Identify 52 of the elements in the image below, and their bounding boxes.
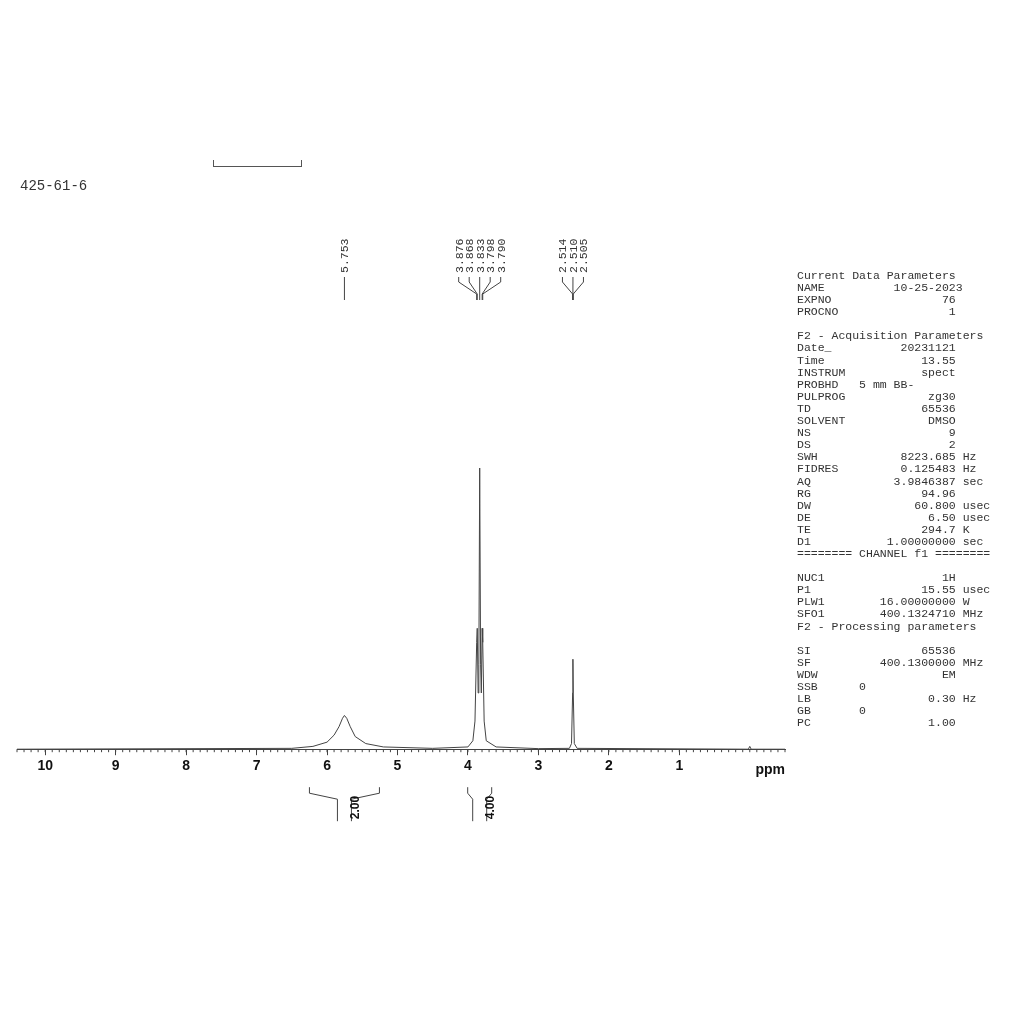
text: NUC1 1H [797,571,957,585]
text: F2 - Processing parameters [797,619,978,633]
text: DW 60.800 usec [797,498,991,512]
text: Current Data Parameters [797,269,957,283]
x-tick-label: 2 [604,757,613,774]
x-tick-label: 3 [534,757,543,774]
text: SOLVENT DMSO [797,414,957,428]
text: 4.00 [483,795,498,820]
x-tick-label: 5 [393,757,402,774]
text: P1 15.55 usec [797,583,991,597]
x-axis-title: ppm [755,761,785,778]
text: SSB 0 [797,679,867,693]
x-tick-label: 8 [182,757,191,774]
text: WDW EM [797,667,957,681]
text: D1 1.00000000 sec [797,534,985,549]
text: INSTRUM spect [797,365,957,379]
text: NAME 10-25-2023 [797,281,964,295]
text: EXPNO 76 [797,293,957,307]
text: RG 94.96 [797,486,957,500]
text: GB 0 [797,704,867,718]
text: NS 9 [797,426,957,440]
text: F2 - Acquisition Parameters [797,329,985,343]
x-tick-label: 9 [111,757,120,774]
text: DS 2 [797,438,957,452]
text: TD 65536 [797,401,957,416]
text: PROCNO 1 [797,305,957,319]
text: 2.00 [347,795,362,820]
text: AQ 3.9846387 sec [797,474,985,488]
text: LB 0.30 Hz [797,692,978,706]
text: PROBHD 5 mm BB- [797,377,916,391]
text: PULPROG zg30 [797,389,957,403]
text: PC 1.00 [797,716,957,730]
chart-title: 425-61-6 [20,178,88,194]
text: SWH 8223.685 Hz [797,450,978,464]
annotation: 5.753 [338,238,352,273]
x-tick-label: 10 [37,757,54,774]
x-tick-label: 7 [252,757,261,774]
text: TE 294.7 K [797,522,971,536]
x-tick-label: 1 [675,757,684,774]
text: PLW1 16.00000000 W [797,595,971,609]
text: SF 400.1300000 MHz [797,655,985,669]
text: SI 65536 [797,643,957,657]
text: SFO1 400.1324710 MHz [797,607,985,621]
annotation: 2.505 [577,238,591,273]
annotation: 3.876 [452,238,466,273]
x-tick-label: 4 [464,757,473,774]
text: ======== CHANNEL f1 ======== [797,547,991,561]
text: DE 6.50 usec [797,510,991,524]
text: Time 13.55 [797,353,957,367]
text: FIDRES 0.125483 Hz [797,462,978,476]
text: Date_ 20231121 [797,341,957,355]
x-tick-label: 6 [323,757,332,774]
